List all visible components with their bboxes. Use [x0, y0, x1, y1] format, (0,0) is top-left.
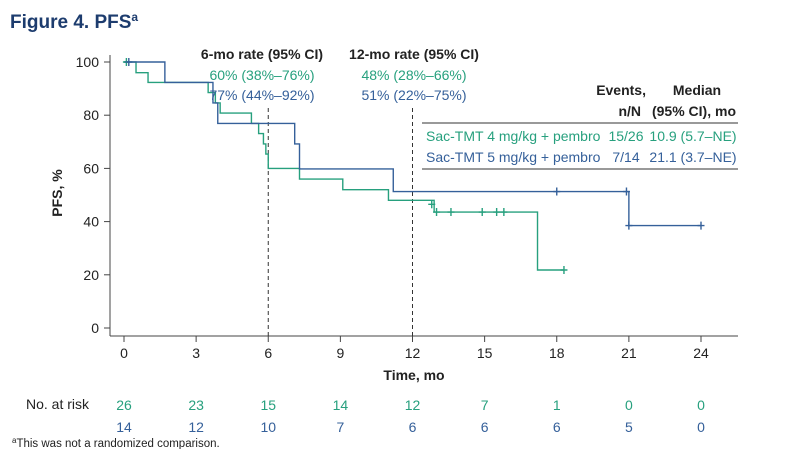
- at-risk-value-row0-t12: 12: [405, 397, 421, 413]
- y-tick-label-60: 60: [83, 160, 99, 176]
- legend-header-median-1: Median: [673, 82, 721, 98]
- six-month-rate-header: 6-mo rate (95% CI): [201, 46, 323, 62]
- six-month-rate-4mg: 60% (38%–76%): [209, 67, 314, 83]
- at-risk-value-row1-t6: 10: [260, 419, 276, 435]
- legend-header-events-2: n/N: [618, 103, 641, 119]
- x-axis-title: Time, mo: [383, 367, 444, 383]
- twelve-month-rate-5mg: 51% (22%–75%): [361, 87, 466, 103]
- footnote-marker: a: [12, 436, 17, 445]
- at-risk-value-row1-t15: 6: [481, 419, 489, 435]
- x-tick-label-15: 15: [477, 345, 493, 361]
- x-tick-label-24: 24: [693, 345, 709, 361]
- censor-mark-series-0-3: [447, 208, 455, 217]
- y-tick-label-80: 80: [83, 107, 99, 123]
- censor-mark-series-0-1: [428, 200, 436, 209]
- legend-series-4mg-median: 10.9 (5.7–NE): [649, 128, 736, 144]
- censor-mark-series-0-2: [433, 208, 441, 217]
- x-tick-labels: 0 3 6 9 12 15 18 21 24: [120, 345, 709, 361]
- y-tick-label-0: 0: [91, 320, 99, 336]
- censor-mark-series-0-6: [500, 208, 508, 217]
- at-risk-value-row0-t6: 15: [260, 397, 276, 413]
- legend-series-5mg-name: Sac-TMT 5 mg/kg + pembro: [426, 149, 601, 165]
- censor-mark-series-0-4: [478, 208, 486, 217]
- x-tick-label-18: 18: [549, 345, 565, 361]
- at-risk-label: No. at risk: [26, 396, 90, 412]
- at-risk-value-row1-t9: 7: [336, 419, 344, 435]
- censor-mark-series-1-0: [125, 58, 133, 66]
- at-risk-table: 26 23 15 14 12 7 1 0 014 12 10 7 6 6 6 5 0: [116, 397, 705, 435]
- at-risk-value-row0-t21: 0: [625, 397, 633, 413]
- reference-lines: [267, 108, 413, 336]
- km-curve-series-0: [124, 61, 564, 271]
- at-risk-value-row0-t3: 23: [188, 397, 204, 413]
- legend-series-5mg-events: 7/14: [612, 149, 639, 165]
- y-tick-label-20: 20: [83, 267, 99, 283]
- at-risk-value-row0-t24: 0: [697, 397, 705, 413]
- y-axis-title: PFS, %: [49, 169, 65, 217]
- y-tick-label-40: 40: [83, 214, 99, 230]
- at-risk-value-row0-t0: 26: [116, 397, 132, 413]
- twelve-month-rate-4mg: 48% (28%–66%): [361, 67, 466, 83]
- km-curve-series-1: [124, 61, 701, 227]
- at-risk-value-row1-t3: 12: [188, 419, 204, 435]
- footnote: aThis was not a randomized comparison.: [12, 436, 220, 449]
- km-curves: [124, 61, 701, 271]
- legend-header-median-2: (95% CI), mo: [652, 103, 736, 119]
- twelve-month-rate-header: 12-mo rate (95% CI): [349, 46, 479, 62]
- axes: [104, 55, 738, 342]
- at-risk-value-row0-t15: 7: [481, 397, 489, 413]
- figure-title: Figure 4. PFSa: [10, 10, 138, 33]
- at-risk-value-row1-t18: 6: [553, 419, 561, 435]
- x-tick-label-0: 0: [120, 345, 128, 361]
- legend-series-5mg-median: 21.1 (3.7–NE): [649, 149, 736, 165]
- figure-title-superscript: a: [131, 10, 138, 24]
- legend-header-events-1: Events,: [596, 82, 646, 98]
- x-tick-label-6: 6: [264, 345, 272, 361]
- censor-mark-series-0-5: [493, 208, 501, 217]
- legend-series-4mg-name: Sac-TMT 4 mg/kg + pembro: [426, 128, 601, 144]
- censor-mark-series-1-2: [622, 187, 630, 196]
- at-risk-value-row1-t24: 0: [697, 419, 705, 435]
- x-tick-label-3: 3: [192, 345, 200, 361]
- censor-mark-series-1-1: [553, 187, 561, 196]
- legend-series-4mg-events: 15/26: [608, 128, 643, 144]
- censor-mark-series-1-3: [625, 221, 633, 230]
- x-tick-label-21: 21: [621, 345, 637, 361]
- y-tick-label-100: 100: [76, 54, 100, 70]
- x-tick-label-12: 12: [405, 345, 421, 361]
- censor-marks: [122, 58, 705, 275]
- at-risk-value-row0-t9: 14: [333, 397, 349, 413]
- y-tick-labels: 0 20 40 60 80 100: [76, 54, 100, 336]
- censor-mark-series-0-7: [560, 266, 568, 275]
- censor-mark-series-1-4: [697, 221, 705, 230]
- at-risk-value-row1-t12: 6: [409, 419, 417, 435]
- at-risk-value-row0-t18: 1: [553, 397, 561, 413]
- six-month-rate-5mg: 77% (44%–92%): [209, 87, 314, 103]
- legend-table: Events, n/N Median (95% CI), mo Sac-TMT …: [422, 82, 738, 170]
- at-risk-value-row1-t0: 14: [116, 419, 132, 435]
- x-tick-label-9: 9: [336, 345, 344, 361]
- at-risk-value-row1-t21: 5: [625, 419, 633, 435]
